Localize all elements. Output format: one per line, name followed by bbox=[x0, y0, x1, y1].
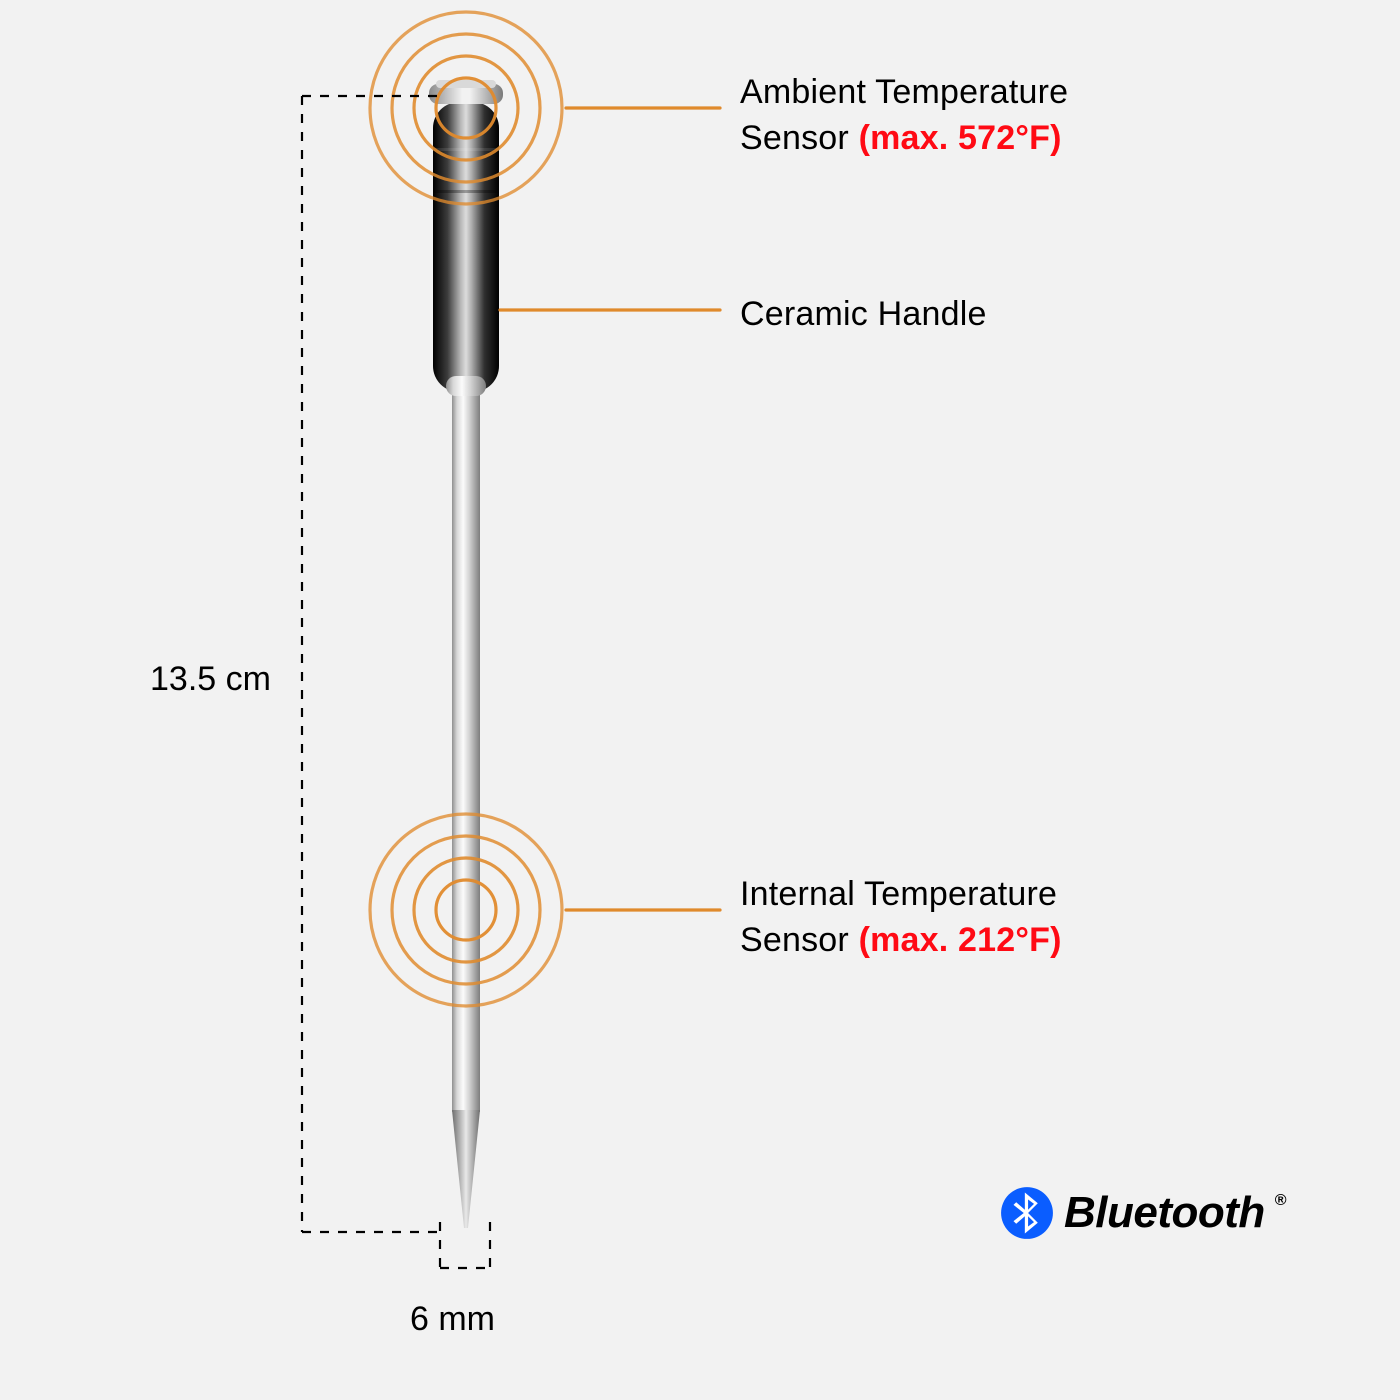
callout-line1: Internal Temperature bbox=[740, 875, 1057, 913]
bluetooth-icon bbox=[1000, 1186, 1054, 1240]
dimension-length-label: 13.5 cm bbox=[150, 660, 271, 699]
bluetooth-badge: Bluetooth ® bbox=[1000, 1186, 1287, 1240]
callout-spec: (max. 212°F) bbox=[859, 921, 1062, 959]
probe-ferrule bbox=[446, 376, 486, 396]
callout-ambient-sensor: Ambient Temperature Sensor (max. 572°F) bbox=[740, 70, 1068, 162]
bluetooth-registered: ® bbox=[1275, 1192, 1287, 1210]
dimension-width-label: 6 mm bbox=[410, 1300, 495, 1339]
probe-tip bbox=[452, 1110, 480, 1228]
callout-spec: (max. 572°F) bbox=[859, 119, 1062, 157]
callout-line2-prefix: Sensor bbox=[740, 119, 859, 157]
dimension-length bbox=[302, 96, 440, 1232]
probe bbox=[429, 80, 503, 1228]
callout-ceramic-handle: Ceramic Handle bbox=[740, 292, 987, 338]
probe-handle bbox=[433, 102, 499, 392]
bluetooth-word: Bluetooth bbox=[1064, 1188, 1265, 1238]
diagram-stage: 13.5 cm 6 mm Ambient Temperature Sensor … bbox=[0, 0, 1400, 1400]
callout-line2-prefix: Sensor bbox=[740, 921, 859, 959]
dimension-width bbox=[440, 1222, 490, 1268]
callout-line1: Ceramic Handle bbox=[740, 295, 987, 333]
callout-internal-sensor: Internal Temperature Sensor (max. 212°F) bbox=[740, 872, 1062, 964]
probe-shaft bbox=[452, 388, 480, 1112]
callout-line1: Ambient Temperature bbox=[740, 73, 1068, 111]
leader-lines bbox=[500, 108, 720, 910]
